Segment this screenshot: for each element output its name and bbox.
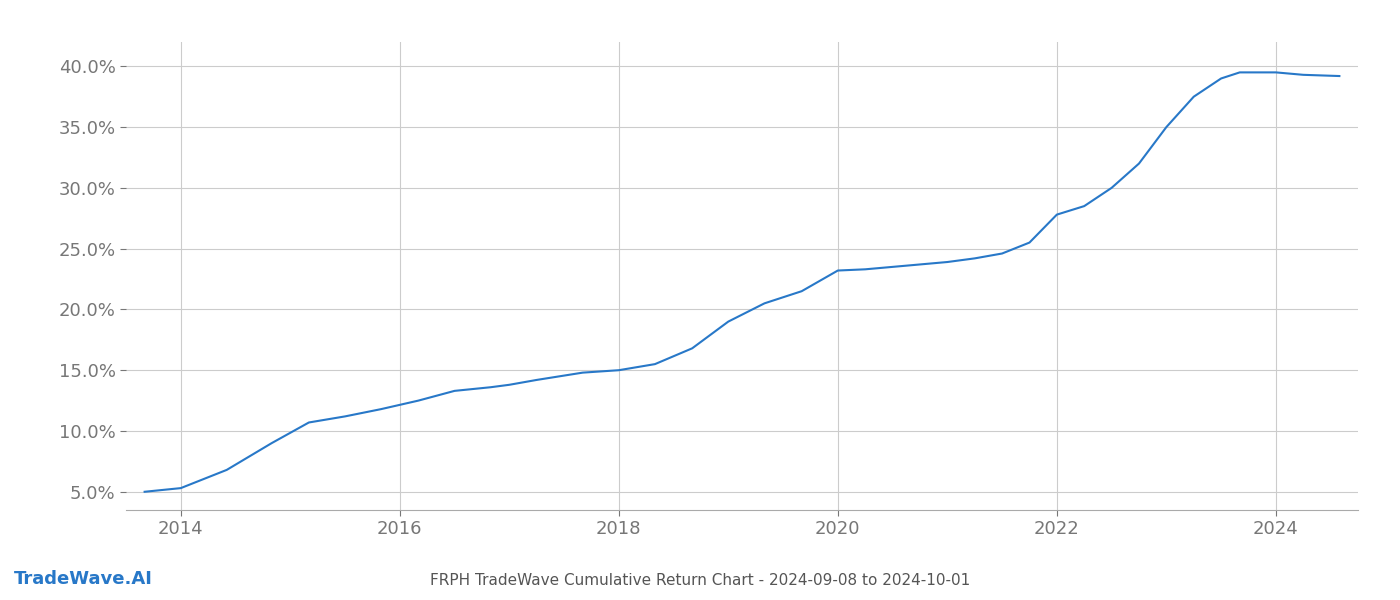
Text: FRPH TradeWave Cumulative Return Chart - 2024-09-08 to 2024-10-01: FRPH TradeWave Cumulative Return Chart -… bbox=[430, 573, 970, 588]
Text: TradeWave.AI: TradeWave.AI bbox=[14, 570, 153, 588]
